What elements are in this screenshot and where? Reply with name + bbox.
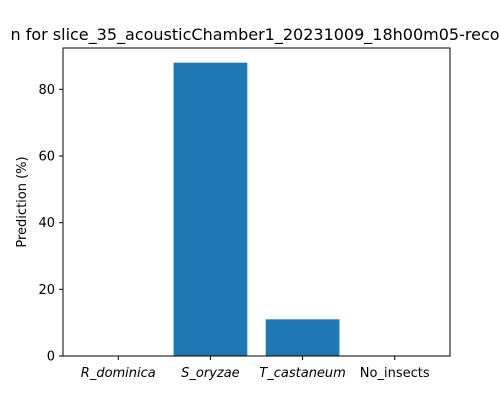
- x-tick-label: No_insects: [360, 366, 430, 381]
- bar-t-castaneum: [265, 319, 340, 356]
- y-axis: 0 20 40 60 80: [38, 83, 63, 365]
- bar-s-oryzae: [173, 62, 248, 357]
- y-axis-label: Prediction (%): [15, 156, 30, 247]
- chart-title: n for slice_35_acousticChamber1_20231009…: [10, 25, 499, 45]
- x-axis: R_dominica S_oryzae T_castaneum No_insects: [81, 356, 430, 381]
- x-tick-label: S_oryzae: [181, 366, 240, 381]
- y-tick-label: 20: [38, 283, 55, 298]
- y-tick-label: 40: [38, 216, 55, 231]
- x-tick-label: R_dominica: [81, 366, 156, 381]
- y-tick-label: 80: [38, 83, 55, 98]
- y-tick-label: 0: [47, 350, 55, 365]
- y-tick-label: 60: [38, 150, 55, 165]
- x-tick-label: T_castaneum: [259, 366, 346, 381]
- plot-frame: [62, 47, 451, 357]
- bars-group: [173, 62, 340, 357]
